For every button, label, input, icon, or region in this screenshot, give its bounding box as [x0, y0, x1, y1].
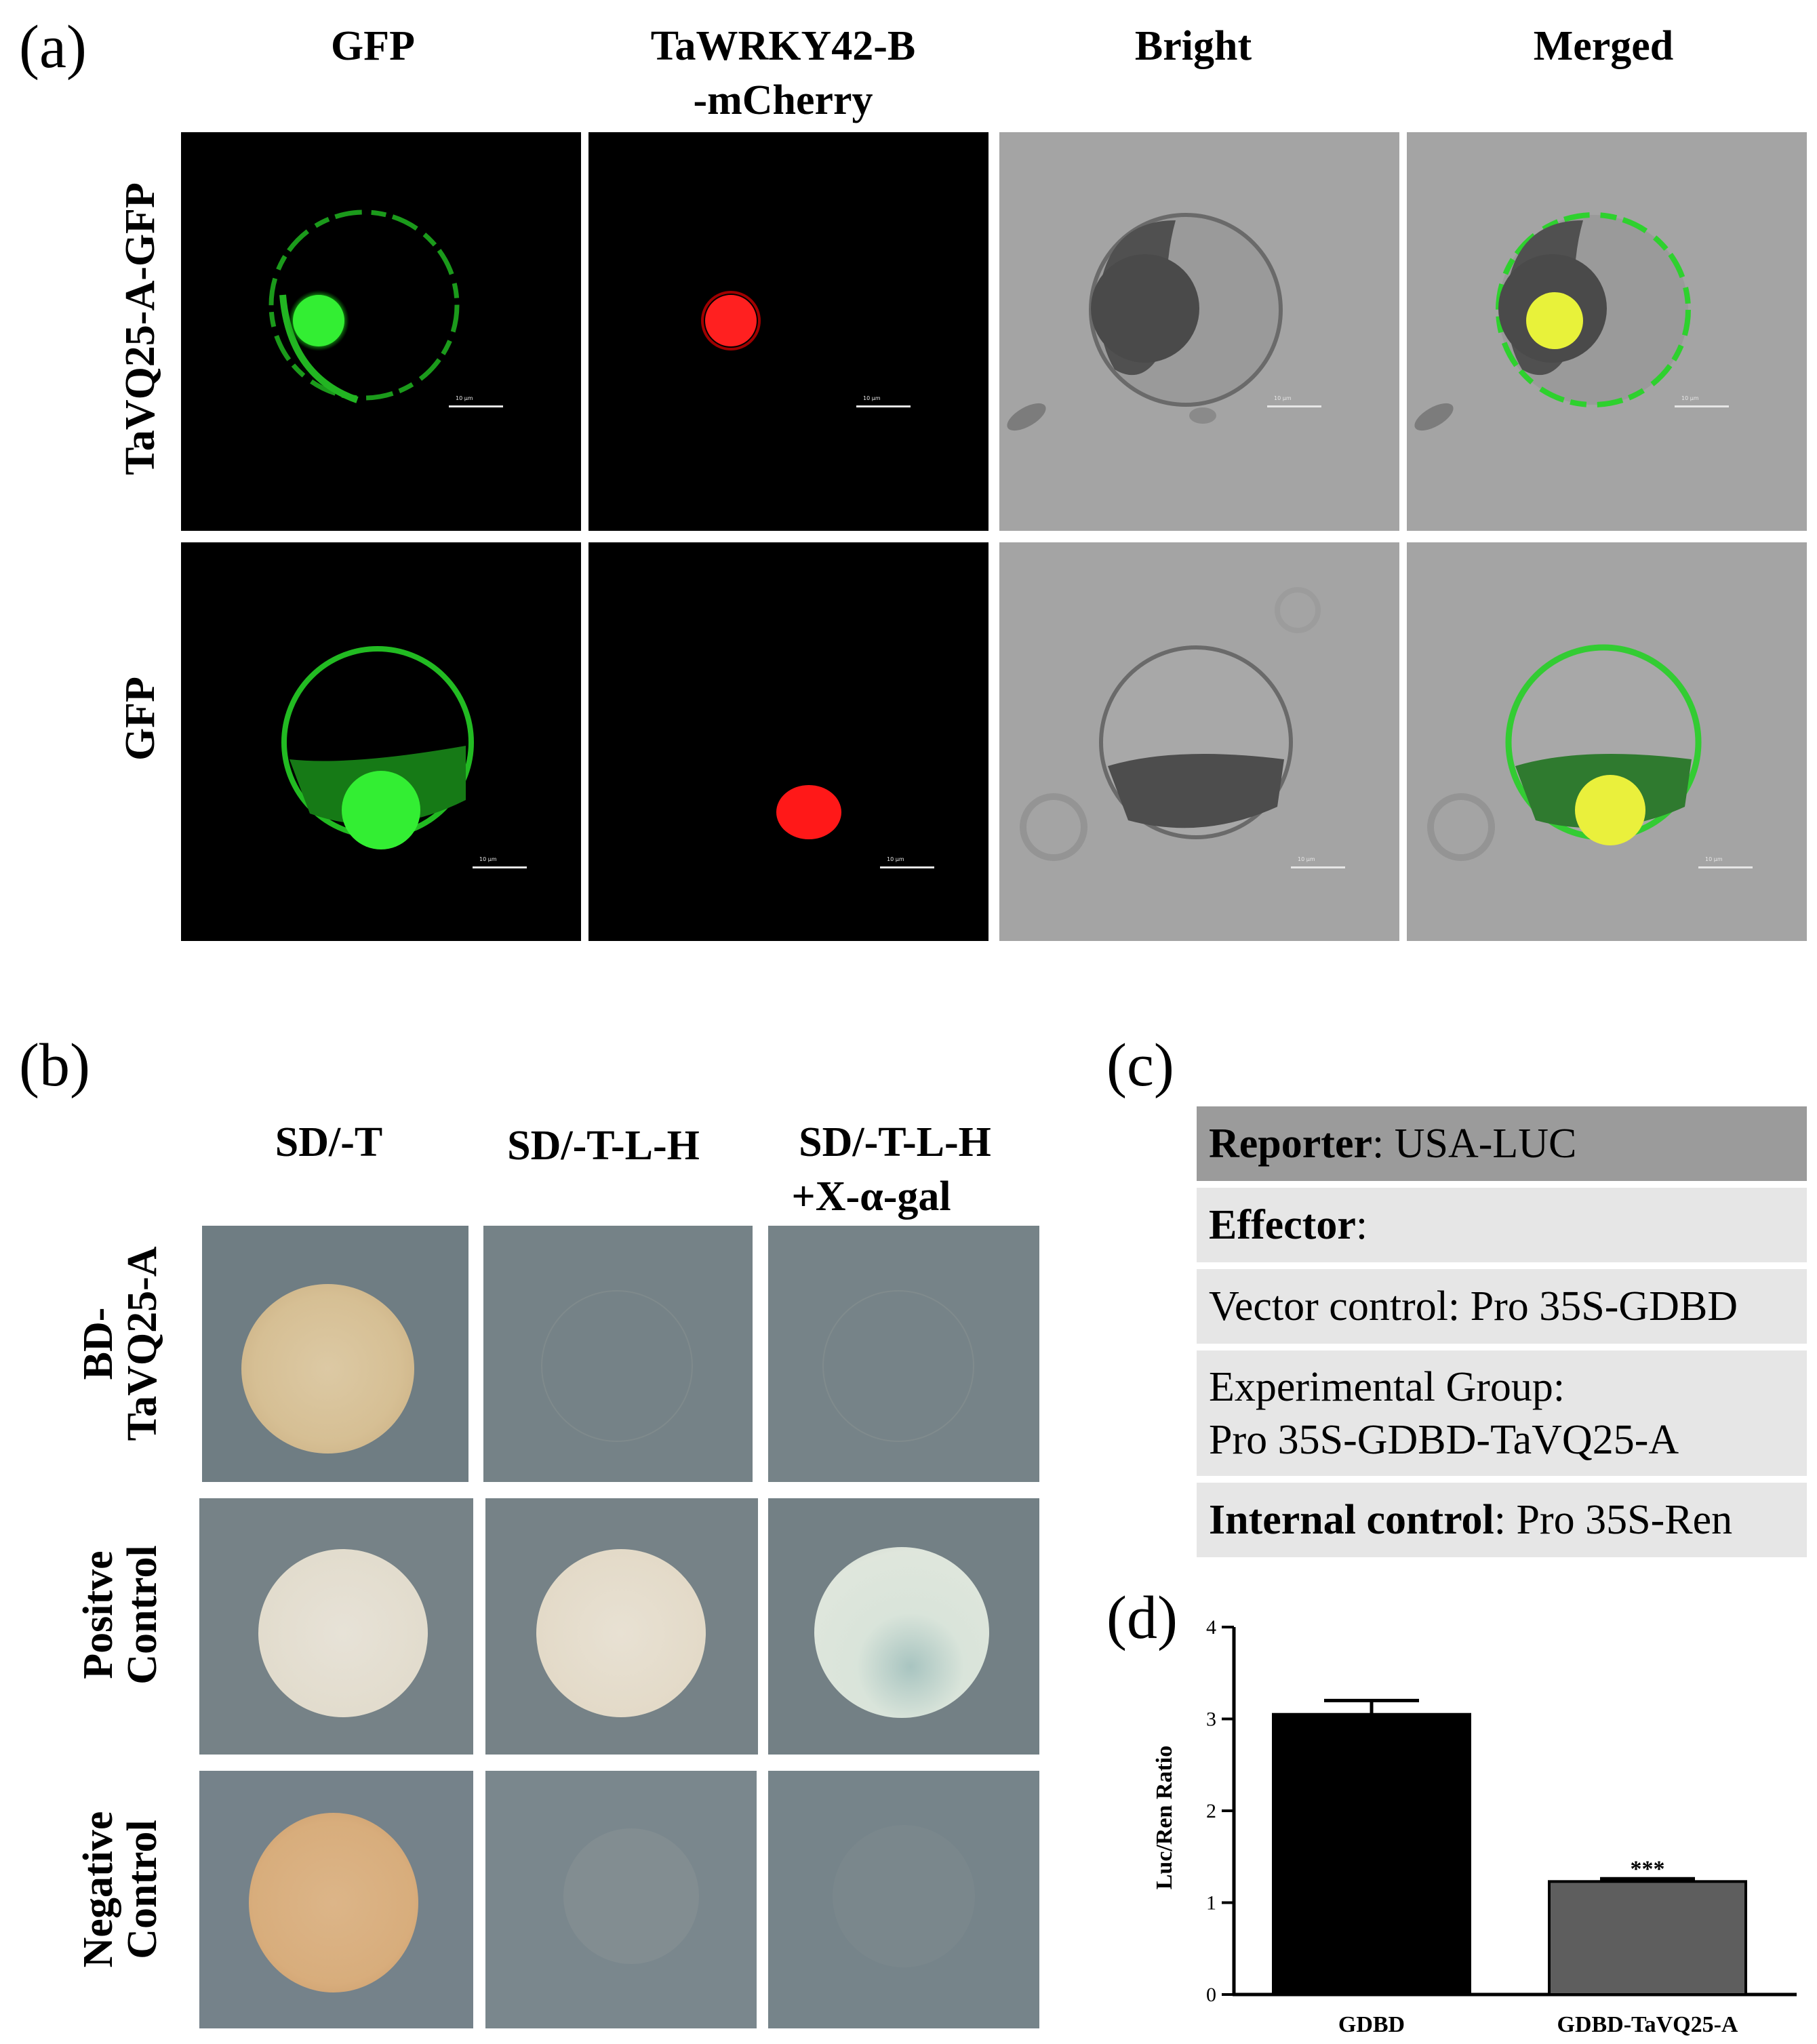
row-header-gfp: GFP [117, 677, 163, 761]
row-label-positive-control: Positve Control [68, 1491, 176, 1749]
plate-positive-sd-tlh [485, 1498, 758, 1755]
row-label-bd-tavq25-a: BD- TaVQ25-A [68, 1220, 176, 1478]
yeast-colony [249, 1813, 418, 1992]
col-header-sd-tlh-xgal-2: +X-α-gal [791, 1174, 951, 1220]
micrograph-bright-tavq25: 10 μm [999, 132, 1399, 531]
plate-bd-tavq25-xgal [768, 1226, 1039, 1482]
yeast-colony [536, 1549, 706, 1717]
internal-control-value: : Pro 35S-Ren [1494, 1497, 1733, 1543]
row-label-line: TaVQ25-A [119, 1246, 165, 1441]
scale-bar-label: 10 μm [1705, 856, 1723, 862]
bar-gdbd [1272, 1712, 1471, 1996]
y-tick-label: 3 [1206, 1708, 1216, 1731]
micrograph-bright-control: 10 μm [999, 542, 1399, 941]
effector-key: Effector [1209, 1202, 1356, 1248]
experimental-line-1: Experimental Group: [1209, 1363, 1565, 1410]
col-header-sd-tlh-xgal-1: SD/-T-L-H [799, 1119, 991, 1165]
panel-a-label: (a) [19, 14, 87, 81]
row-header-tavq25-a-gfp: TaVQ25-A-GFP [117, 182, 163, 475]
plate-negative-sd-t [199, 1771, 473, 2028]
micrograph-merged-tavq25: 10 μm [1407, 132, 1807, 531]
experimental-group-row: Experimental Group: Pro 35S-GDBD-TaVQ25-… [1197, 1350, 1807, 1476]
col-header-sd-t: SD/-T [275, 1119, 383, 1165]
micrograph-gfp-control: 10 μm [181, 542, 581, 941]
scale-bar-label: 10 μm [1681, 395, 1699, 401]
micrograph-merged-control: 10 μm [1407, 542, 1807, 941]
plate-bd-tavq25-sd-tlh [483, 1226, 753, 1482]
scale-bar-label: 10 μm [863, 395, 881, 401]
micrograph-mcherry-tavq25: 10 μm [588, 132, 989, 531]
vector-control-row: Vector control: Pro 35S-GDBD [1197, 1269, 1807, 1344]
plate-bd-tavq25-sd-t [202, 1226, 468, 1482]
y-axis-title: Luc/Ren Ratio [1152, 1746, 1177, 1890]
micrograph-mcherry-control: 10 μm [588, 542, 989, 941]
row-label-line: Positve [75, 1550, 121, 1679]
yeast-colony-faint [822, 1290, 974, 1442]
experimental-line-2: Pro 35S-GDBD-TaVQ25-A [1209, 1416, 1679, 1463]
yeast-colony-faint [563, 1828, 699, 1964]
panel-b-label: (b) [19, 1032, 90, 1099]
luc-ren-bar-chart: 0 1 2 3 4 Luc/Ren Ratio GDBD GDBD-TaVQ25-A *** [1152, 1616, 1797, 2037]
scale-bar-label: 10 μm [479, 856, 497, 862]
yeast-colony-blue [814, 1547, 989, 1718]
internal-control-row: Internal control: Pro 35S-Ren [1197, 1483, 1807, 1557]
col-header-mcherry-1: TaWRKY42-B [650, 23, 916, 69]
scale-bar-label: 10 μm [1298, 856, 1315, 862]
significance-label: *** [1631, 1856, 1665, 1881]
panel-d-label: (d) [1106, 1584, 1178, 1651]
reporter-value: : USA-LUC [1372, 1121, 1577, 1167]
plate-negative-xgal [768, 1771, 1039, 2028]
effector-row: Effector: [1197, 1188, 1807, 1262]
scale-bar-label: 10 μm [1274, 395, 1292, 401]
vector-control-text: Vector control: Pro 35S-GDBD [1209, 1283, 1738, 1329]
x-tick-label: GDBD [1338, 2012, 1405, 2037]
y-tick-label: 1 [1206, 1892, 1216, 1915]
plate-negative-sd-tlh [485, 1771, 757, 2028]
row-label-line: Control [119, 1545, 165, 1685]
plate-positive-sd-t [199, 1498, 473, 1755]
yeast-colony-faint [541, 1290, 693, 1442]
reporter-key: Reporter [1209, 1121, 1372, 1167]
row-label-line: Negative [75, 1811, 121, 1968]
panel-c-label: (c) [1106, 1032, 1174, 1099]
row-label-line: BD- [75, 1307, 121, 1380]
plate-positive-xgal [768, 1498, 1039, 1755]
yeast-colony [241, 1284, 414, 1454]
y-tick-label: 4 [1206, 1616, 1216, 1639]
scale-bar-label: 10 μm [887, 856, 904, 862]
yeast-colony-faint [833, 1825, 975, 1967]
reporter-row: Reporter: USA-LUC [1197, 1106, 1807, 1181]
row-label-negative-control: Negative Control [68, 1766, 176, 2024]
scale-bar-label: 10 μm [456, 395, 473, 401]
col-header-bright: Bright [1134, 23, 1252, 69]
col-header-mcherry-2: -mCherry [693, 77, 873, 123]
yeast-colony [258, 1549, 428, 1717]
x-tick-label: GDBD-TaVQ25-A [1557, 2012, 1738, 2037]
col-header-gfp: GFP [331, 23, 415, 69]
bar-gdbd-tavq25-a [1548, 1880, 1747, 1996]
y-tick-label: 2 [1206, 1800, 1216, 1822]
col-header-sd-tlh: SD/-T-L-H [507, 1123, 700, 1169]
effector-value: : [1355, 1202, 1368, 1248]
col-header-merged: Merged [1533, 23, 1674, 69]
internal-control-key: Internal control [1209, 1497, 1494, 1543]
row-label-line: Control [119, 1820, 165, 1959]
y-tick-label: 0 [1206, 1984, 1216, 2006]
micrograph-gfp-tavq25: 10 μm [181, 132, 581, 531]
